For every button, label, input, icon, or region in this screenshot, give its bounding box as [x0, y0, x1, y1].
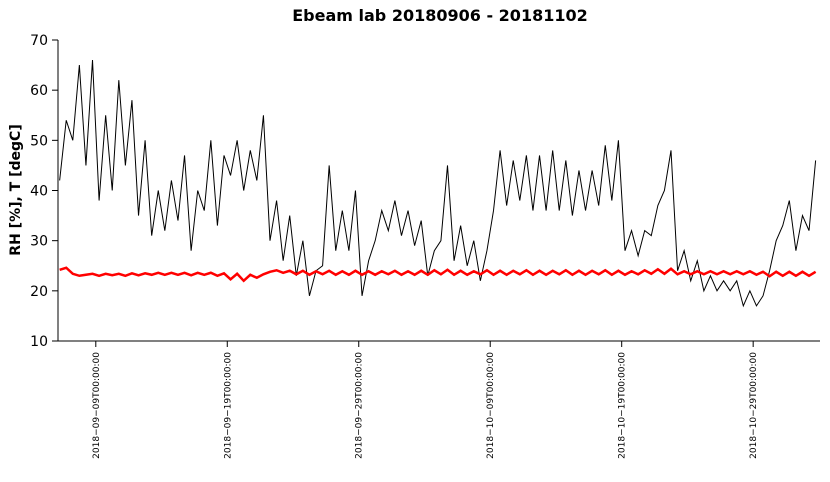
- y-tick-label: 50: [30, 133, 48, 149]
- data-line: [59, 266, 817, 283]
- x-tick-label: 2018−09−29T00:00:00: [355, 352, 365, 459]
- y-tick-label: 40: [30, 184, 48, 200]
- x-tick-label: 2018−10−19T00:00:00: [618, 352, 628, 459]
- x-tick-label: 2018−09−19T00:00:00: [223, 352, 233, 459]
- x-tick-label: 2018−10−29T00:00:00: [749, 352, 759, 459]
- y-tick-label: 30: [30, 234, 48, 250]
- x-tick-label: 2018−10−09T00:00:00: [486, 352, 496, 459]
- y-tick-label: 20: [30, 284, 48, 300]
- data-line: [59, 60, 817, 308]
- y-axis-label: RH [%], T [degC]: [8, 124, 24, 255]
- y-tick-label: 60: [30, 83, 48, 99]
- x-tick-label: 2018−09−09T00:00:00: [92, 352, 102, 459]
- y-tick-label: 10: [30, 334, 48, 350]
- chart-title: Ebeam lab 20180906 - 20181102: [292, 6, 587, 25]
- y-tick-label: 70: [30, 33, 48, 49]
